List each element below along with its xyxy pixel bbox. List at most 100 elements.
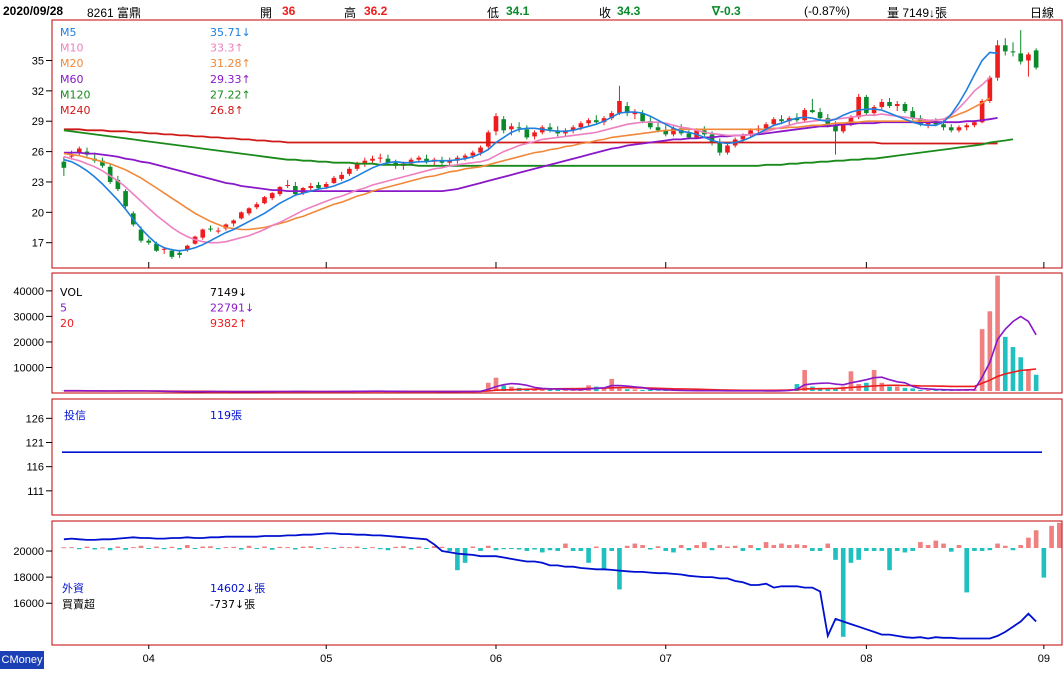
candle-body [424,158,429,162]
volume-bar [833,388,838,391]
legend-value: 14602↓張 [210,582,265,595]
candle-body [578,123,584,128]
legend-name: M5 [60,26,77,39]
legend-name: 外資 [62,582,84,595]
net-buy-bar [161,548,167,550]
legend-name: 買賣超 [62,597,95,611]
y-tick-label: 29 [32,116,44,128]
volume-bar [547,389,553,391]
candle-body [887,101,892,107]
candle-body [115,179,121,190]
volume-bar [1002,336,1008,391]
candle-body [223,224,229,229]
net-buy-bar [354,546,360,548]
net-buy-bar [1010,548,1016,551]
net-buy-bar [956,545,962,548]
y-tick-label: 111 [27,486,44,498]
candle-body [547,127,553,130]
candle-body [138,229,144,241]
candle-body [293,186,298,195]
candle-body [1033,50,1039,68]
net-buy-bar [918,542,923,548]
y-tick-label: 30000 [13,311,44,323]
net-buy-bar [941,543,946,548]
net-buy-bar [871,548,877,551]
y-tick-label: 16000 [13,598,44,610]
net-buy-bar [107,548,113,551]
net-buy-bar [655,546,661,548]
candle-body [509,126,514,130]
candle-body [686,133,692,138]
net-buy-bar [331,548,337,549]
stock-label: 8261 富鼎 [87,6,142,20]
candle-body [725,145,730,153]
net-buy-bar [200,546,206,548]
net-buy-bar [794,544,800,548]
net-buy-bar [300,546,306,548]
net-buy-bar [694,545,699,548]
legend-value: 26.8↑ [210,104,244,117]
net-buy-bar [624,545,630,548]
net-buy-bar [138,545,144,548]
candle-body [385,158,391,163]
y-tick-label: 121 [26,438,44,450]
candle-body [524,129,530,138]
net-buy-bar [756,548,761,551]
candle-body [779,119,784,122]
y-tick-label: 32 [32,86,44,98]
volume-bar [601,387,607,391]
candle-body [339,174,344,179]
ma20-line [63,97,991,231]
candle-body [902,104,908,112]
candle-body [956,127,962,131]
net-buy-bar [69,547,74,549]
candle-body [632,112,638,115]
volume-bar [485,382,491,391]
volume-bar [539,389,545,391]
volume-bar [825,389,831,391]
net-buy-bar [725,546,730,548]
net-buy-bar [177,548,182,550]
candle-body [964,125,970,128]
panel-frame-2 [51,398,1063,516]
net-buy-bar [254,548,260,549]
y-tick-label: 40000 [13,286,44,298]
net-buy-bar [524,548,530,551]
candle-body [107,166,113,182]
legend-value: 29.33↑ [210,73,251,86]
candle-body [354,162,360,169]
candle-body [246,208,252,214]
net-buy-bar [663,548,669,551]
net-buy-bar [347,547,352,549]
candle-body [663,130,669,135]
period-label[interactable]: 日線 [1030,6,1055,20]
legend-name: VOL [60,286,83,299]
net-buy-bar [509,548,514,549]
net-buy-bar [964,548,970,593]
volume-bar [624,389,630,391]
y-tick-label: 10000 [13,362,44,374]
candle-body [987,77,993,101]
candle-body [740,135,746,140]
net-buy-bar [385,548,391,551]
x-tick-label: 04 [143,653,155,665]
net-buy-bar [1033,530,1039,548]
net-buy-bar [246,545,252,548]
volume-bar [887,386,892,391]
net-buy-bar [686,548,692,551]
net-buy-bar [902,548,908,553]
candle-body [408,159,414,164]
net-buy-bar [709,548,715,551]
candle-body [717,142,723,153]
net-buy-bar [231,546,236,548]
volume-bar [617,388,622,391]
net-buy-bar [285,547,290,549]
brand-logo: CMoney [0,651,44,669]
candle-body [1010,51,1016,53]
legend-name: M20 [60,57,84,70]
legend-value: 31.28↑ [210,57,251,70]
net-buy-bar [370,547,375,549]
panel-frame-0 [51,19,1063,269]
volume-bar [910,388,915,391]
candle-body [254,204,260,208]
